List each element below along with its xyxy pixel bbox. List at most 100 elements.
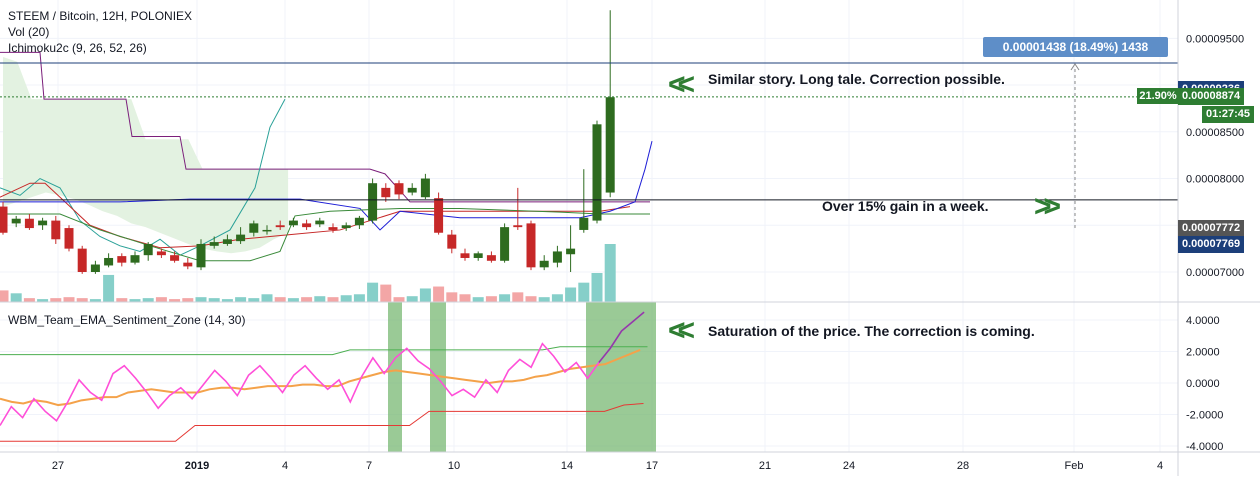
span-a-line	[0, 207, 650, 262]
volume-bar	[142, 298, 154, 302]
candle-body	[143, 243, 153, 256]
volume-bar	[89, 299, 101, 302]
volume-bar	[327, 297, 339, 302]
volume-bar	[525, 296, 537, 302]
indicator-tick: 4.0000	[1186, 315, 1220, 327]
candle-body	[38, 220, 48, 226]
candle-body	[526, 223, 536, 268]
symbol-title[interactable]: STEEM / Bitcoin, 12H, POLONIEX	[8, 9, 193, 23]
indicator-tick: -4.0000	[1186, 441, 1223, 453]
volume-bar	[499, 294, 511, 302]
time-label: 14	[561, 460, 573, 472]
volume-bar	[182, 298, 194, 302]
volume-bar	[578, 282, 590, 302]
volume-bar	[261, 294, 273, 302]
candle-body	[407, 187, 417, 193]
candle-body	[328, 227, 338, 230]
chikou-line	[0, 98, 286, 256]
time-label: Feb	[1065, 460, 1084, 472]
ema-line	[0, 348, 641, 407]
time-label: 21	[759, 460, 771, 472]
candle-body	[592, 124, 602, 221]
candle-body	[579, 217, 589, 230]
note-correction[interactable]: Similar story. Long tale. Correction pos…	[708, 71, 1005, 87]
candle-body	[302, 223, 312, 228]
candle-body	[236, 234, 246, 242]
chart-legend: STEEM / Bitcoin, 12H, POLONIEX Vol (20) …	[8, 8, 192, 56]
indicator-tick: 0.0000	[1186, 378, 1220, 390]
indicator-legend[interactable]: WBM_Team_EMA_Sentiment_Zone (14, 30)	[8, 313, 246, 327]
candle-body	[209, 242, 219, 246]
volume-bar	[446, 292, 458, 302]
volume-bar	[63, 297, 75, 302]
time-label: 10	[448, 460, 460, 472]
candle-body	[368, 183, 378, 221]
volume-bar	[287, 298, 299, 302]
sentiment-line-top	[598, 311, 645, 364]
candle-body	[434, 198, 444, 233]
candle-body	[500, 227, 510, 261]
volume-bar	[419, 288, 431, 302]
volume-bar	[208, 298, 220, 302]
price-tag-current: 0.00008874	[1178, 88, 1245, 105]
volume-bar	[103, 274, 115, 302]
volume-bar	[76, 298, 88, 302]
candle-body	[341, 225, 351, 229]
volume-bar	[459, 294, 471, 302]
chevron-left-icon-2: <<	[668, 314, 695, 347]
price-tick: 0.00007000	[1186, 267, 1244, 279]
volume-bar	[195, 297, 207, 302]
time-label: 7	[366, 460, 372, 472]
measure-arrowhead	[1070, 63, 1080, 71]
volume-bar	[248, 298, 260, 302]
candle-body	[605, 97, 615, 193]
candle-body	[64, 228, 74, 249]
volume-bar	[604, 244, 616, 302]
candle-body	[460, 253, 470, 258]
price-tick: 0.00008000	[1186, 174, 1244, 186]
volume-bar	[472, 297, 484, 302]
candle-body	[513, 225, 523, 228]
candle-body	[183, 262, 193, 267]
volume-bar	[433, 286, 445, 302]
note-saturation[interactable]: Saturation of the price. The correction …	[708, 323, 1035, 339]
note-gain[interactable]: Over 15% gain in a week.	[822, 198, 989, 214]
candle-body	[51, 220, 61, 240]
sentiment-zone	[388, 302, 402, 452]
volume-bar	[301, 297, 313, 302]
volume-bar	[0, 290, 9, 302]
kijun-line	[0, 182, 631, 249]
price-tick: 0.00009500	[1186, 33, 1244, 45]
sentiment-line	[0, 311, 645, 426]
volume-bar	[380, 284, 392, 302]
candle-body	[77, 248, 87, 272]
price-tag-lower: 0.00007772	[1178, 220, 1245, 237]
candle-body	[24, 218, 34, 229]
candle-body	[539, 260, 549, 268]
time-label: 27	[52, 460, 64, 472]
time-label: 28	[957, 460, 969, 472]
candle-body	[170, 255, 180, 261]
chevron-left-icon: <<	[668, 68, 695, 101]
volume-bar	[551, 294, 563, 302]
candle-body	[566, 248, 576, 255]
candle-body	[394, 183, 404, 195]
time-label: 17	[646, 460, 658, 472]
volume-bar	[512, 292, 524, 302]
candle-body	[0, 206, 8, 233]
candle-body	[262, 229, 272, 232]
candle-body	[486, 255, 496, 261]
volume-bar	[10, 293, 22, 302]
candle-body	[420, 178, 430, 198]
candle-body	[117, 256, 127, 263]
volume-bar	[367, 282, 379, 302]
ichimoku-legend[interactable]: Ichimoku2c (9, 26, 52, 26)	[8, 41, 147, 55]
sentiment-zone	[586, 302, 656, 452]
pct-change-badge: 21.90%	[1137, 88, 1179, 104]
countdown-tag: 01:27:45	[1202, 106, 1255, 123]
volume-bar	[591, 273, 603, 302]
volume-legend[interactable]: Vol (20)	[8, 25, 50, 39]
span-b-line	[0, 51, 650, 203]
